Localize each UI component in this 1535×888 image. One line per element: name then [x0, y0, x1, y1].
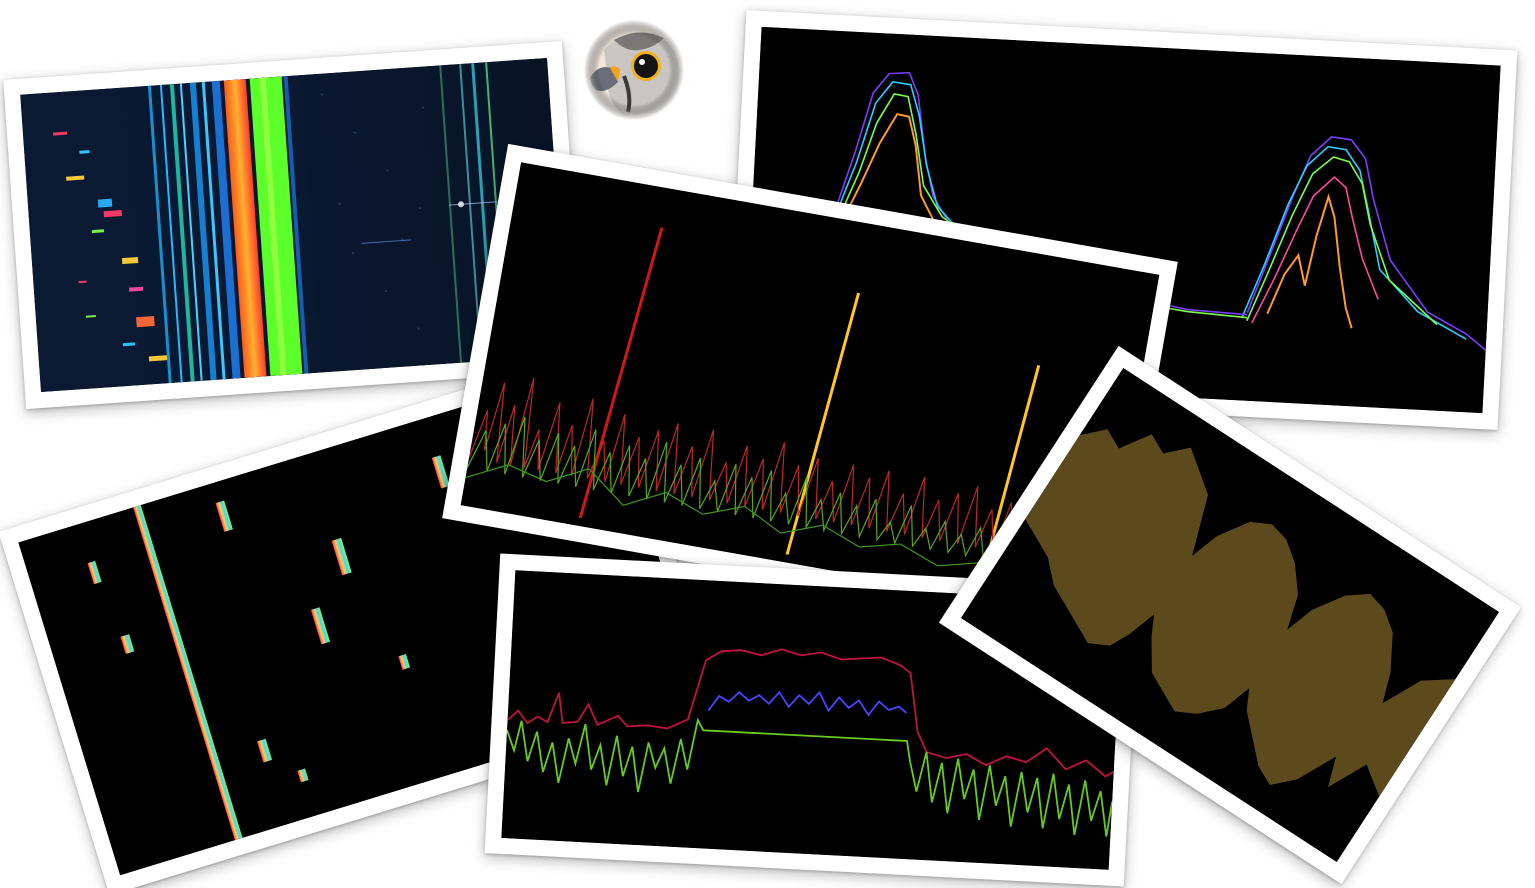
photo-yellow-envelope	[938, 345, 1522, 885]
falcon-head-icon	[584, 20, 684, 120]
photo-waterfall-spectrogram	[3, 40, 585, 410]
photo-flat-top-spectrum	[484, 553, 1140, 887]
flat-top-spectrum-image	[501, 570, 1123, 870]
spiky-spectrum-image	[460, 162, 1160, 618]
envelope-image	[960, 368, 1500, 862]
waterfall-spectrogram-image	[20, 57, 568, 393]
photo-spiky-spectrum	[442, 143, 1178, 637]
